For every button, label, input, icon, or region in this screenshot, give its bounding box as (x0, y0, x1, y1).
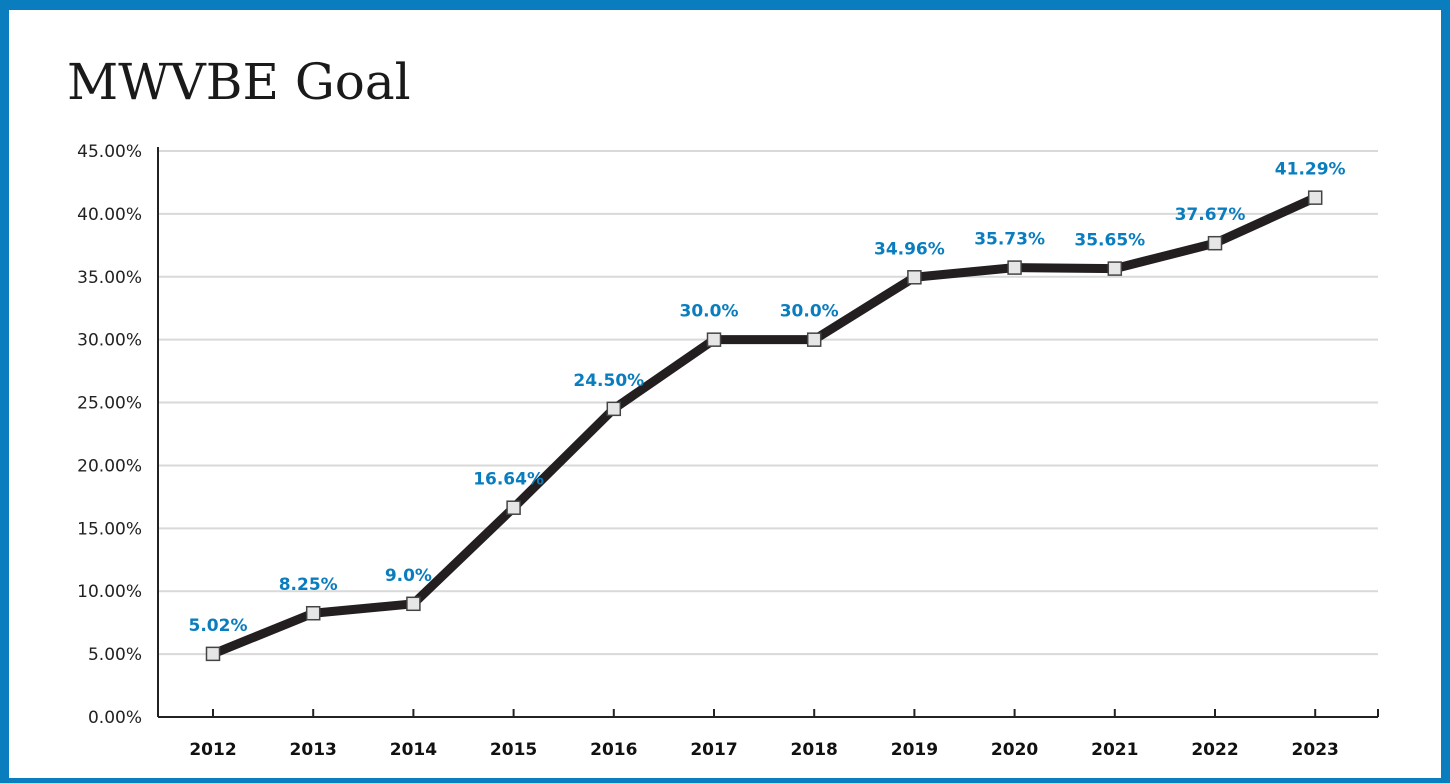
y-tick-label: 5.00% (88, 645, 142, 665)
data-label: 30.0% (680, 302, 739, 322)
y-tick-label: 15.00% (77, 519, 142, 539)
data-label: 30.0% (780, 302, 839, 322)
y-tick-label: 40.00% (77, 205, 142, 225)
y-tick-label: 0.00% (88, 708, 142, 728)
data-labels: 5.02% 8.25% 9.0% 16.64% 24.50% 30.0% 30.0% 34.9… (189, 160, 1346, 636)
data-point-marker (806, 332, 822, 347)
y-tick-label: 35.00% (77, 268, 142, 288)
data-point-marker (606, 401, 622, 417)
data-point-marker (1107, 261, 1123, 276)
y-tick-label: 30.00% (77, 331, 142, 351)
y-tick-label: 10.00% (77, 582, 142, 602)
x-tick-label: 2012 (189, 740, 236, 760)
data-point-marker (506, 500, 521, 515)
data-label: 16.64% (473, 470, 544, 490)
data-markers (205, 190, 1323, 662)
data-point-marker (1207, 235, 1223, 251)
x-tick-label: 2013 (290, 740, 337, 760)
x-tick-label: 2015 (490, 740, 537, 760)
x-tick-label: 2019 (891, 740, 938, 760)
x-tick-label: 2022 (1191, 740, 1238, 760)
data-label: 9.0% (385, 566, 432, 586)
x-tick-label: 2021 (1091, 740, 1138, 760)
data-point-marker (305, 605, 321, 621)
x-tick-label: 2023 (1292, 740, 1339, 760)
y-tick-label: 45.00% (77, 142, 142, 162)
series-line-path (208, 193, 1320, 659)
data-point-marker (406, 596, 421, 612)
data-point-marker (907, 270, 922, 285)
x-tick-label: 2020 (991, 740, 1038, 760)
chart-title: MWVBE Goal (67, 53, 411, 111)
data-label: 35.65% (1074, 231, 1145, 251)
data-point-marker (1307, 190, 1323, 205)
data-point-marker (1007, 260, 1022, 275)
data-label: 35.73% (974, 230, 1045, 250)
y-tick-label: 20.00% (77, 456, 142, 476)
data-label: 34.96% (874, 239, 945, 259)
x-tick-label: 2017 (690, 740, 737, 760)
x-tick-label: 2014 (390, 740, 437, 760)
gridlines (158, 150, 1378, 656)
series-line (208, 193, 1320, 659)
axes: 0.00% 5.00% 10.00% 15.00% 20.00% 25.00% 30.00%… (77, 142, 1379, 760)
data-point-marker (205, 646, 221, 662)
data-label: 5.02% (189, 616, 248, 636)
y-tick-label: 25.00% (77, 394, 142, 414)
data-label: 41.29% (1275, 160, 1346, 180)
data-label: 37.67% (1175, 205, 1246, 225)
data-label: 24.50% (573, 371, 644, 391)
data-point-marker (706, 332, 722, 347)
data-label: 8.25% (279, 575, 338, 595)
x-tick-label: 2018 (791, 740, 838, 760)
x-tick-label: 2016 (590, 740, 637, 760)
